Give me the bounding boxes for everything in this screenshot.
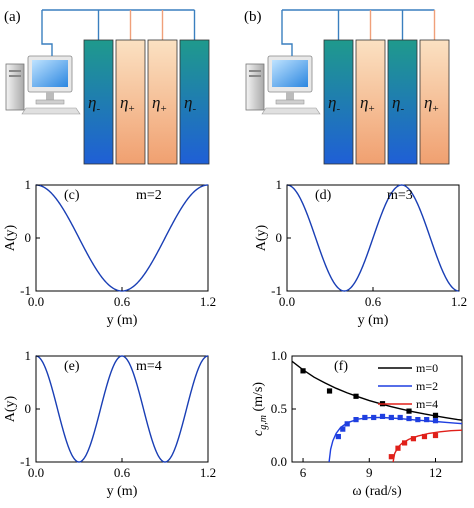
data-point [432, 432, 439, 439]
x-axis-label: y (m) [107, 484, 138, 499]
legend-entry: m=4 [416, 397, 438, 411]
data-point [353, 393, 359, 399]
mode-curve [286, 184, 460, 292]
data-point [410, 436, 417, 442]
data-point [326, 388, 333, 394]
y-tick-label: 1 [276, 177, 283, 192]
y-axis-label: cg,m (m/s) [251, 382, 269, 436]
y-tick-label: 0 [25, 230, 32, 245]
data-point [362, 414, 368, 421]
data-point [371, 414, 377, 421]
actuator-cell-1 [83, 39, 114, 165]
x-tick-label: 0.0 [279, 294, 295, 309]
y-tick-label: 1.0 [271, 348, 287, 363]
x-tick-label: 1.2 [451, 294, 467, 309]
data-point [353, 417, 359, 423]
data-point [335, 433, 341, 440]
y-tick-label: -1 [20, 454, 31, 469]
wire [41, 10, 53, 56]
x-tick-label: 0.6 [114, 465, 131, 480]
data-point [340, 426, 346, 432]
schematic-panel-a: (a)η-η+ η+ η- [4, 9, 210, 165]
y-tick-label: 0.0 [271, 454, 287, 469]
x-tick-label: 9 [366, 465, 373, 480]
y-tick-label: 0.5 [271, 401, 287, 416]
legend-entry: m=2 [416, 379, 438, 393]
data-point [432, 412, 439, 418]
panel-label: (f) [334, 359, 348, 374]
x-tick-label: 0.6 [365, 294, 382, 309]
chart-d: 0.0 0.6 1.2 1 0 -1 y (m) A(y) (d) m=3 [254, 177, 467, 328]
data-point [406, 415, 412, 422]
data-point [395, 445, 401, 451]
y-axis-label: A(y) [3, 224, 18, 251]
plot-frame [35, 355, 209, 463]
actuator-cell-3 [387, 39, 418, 165]
computer-icon [245, 55, 321, 115]
mode-curve [35, 355, 209, 463]
y-tick-label: -1 [20, 283, 31, 298]
x-axis-label: y (m) [358, 313, 389, 328]
data-point [397, 414, 403, 421]
y-tick-label: -1 [271, 283, 282, 298]
chart-c: 0.0 0.6 1.2 1 0 -1 y (m) A(y) (c) m=2 [3, 177, 216, 328]
actuator-cell-4 [419, 39, 450, 165]
chart-f: 6 9 120.00.51.0ω (rad/s)cg,m (m/s)(f) m=0m=… [251, 348, 463, 499]
actuator-cell-4 [179, 39, 210, 165]
x-tick-label: 1.2 [200, 465, 216, 480]
panel-label: (b) [244, 9, 262, 25]
legend: m=0 m=2 m=4 [378, 361, 438, 411]
legend-entry: m=0 [416, 361, 438, 375]
y-tick-label: 0 [25, 401, 32, 416]
panel-label: (c) [64, 188, 80, 203]
y-tick-label: 1 [25, 348, 32, 363]
plot-area [292, 360, 462, 462]
data-point [432, 418, 439, 424]
mode-annotation: m=3 [387, 188, 413, 203]
y-axis-label: A(y) [3, 395, 18, 422]
wire [281, 10, 293, 56]
actuator-cell-2 [355, 39, 386, 165]
plot-frame [35, 184, 209, 292]
y-tick-label: 0 [276, 230, 283, 245]
data-point [415, 417, 421, 423]
x-tick-label: 12 [429, 465, 442, 480]
x-tick-label: 0.0 [28, 294, 44, 309]
chart-e: 0.0 0.6 1.2 1 0 -1 y (m) A(y) (e) m=4 [3, 348, 216, 499]
y-axis-label: A(y) [254, 224, 269, 251]
computer-icon [5, 55, 81, 115]
data-point [401, 440, 408, 446]
series-line-m=4 [392, 429, 462, 462]
data-point [406, 408, 412, 414]
mode-annotation: m=2 [136, 188, 162, 203]
data-point [388, 454, 394, 460]
x-tick-label: 0.0 [28, 465, 44, 480]
actuator-cell-2 [115, 39, 146, 165]
x-tick-label: 0.6 [114, 294, 131, 309]
y-tick-label: 1 [25, 177, 32, 192]
panel-label: (a) [4, 9, 21, 25]
x-axis-label: ω (rad/s) [352, 484, 402, 499]
data-point [424, 417, 430, 423]
panel-label: (e) [64, 359, 80, 374]
data-point [379, 413, 386, 420]
schematic-panel-b: (b)η-η+ η-η+ [244, 9, 450, 165]
data-point [300, 368, 306, 374]
panel-label: (d) [315, 188, 332, 203]
data-point [344, 421, 350, 427]
actuator-cell-1 [323, 39, 354, 165]
data-point [388, 414, 394, 421]
mode-annotation: m=4 [136, 359, 162, 374]
x-axis-label: y (m) [107, 313, 138, 328]
data-point [421, 433, 428, 440]
x-tick-label: 6 [300, 465, 307, 480]
actuator-cell-3 [147, 39, 178, 165]
mode-curve [35, 184, 209, 292]
x-tick-label: 1.2 [200, 294, 216, 309]
